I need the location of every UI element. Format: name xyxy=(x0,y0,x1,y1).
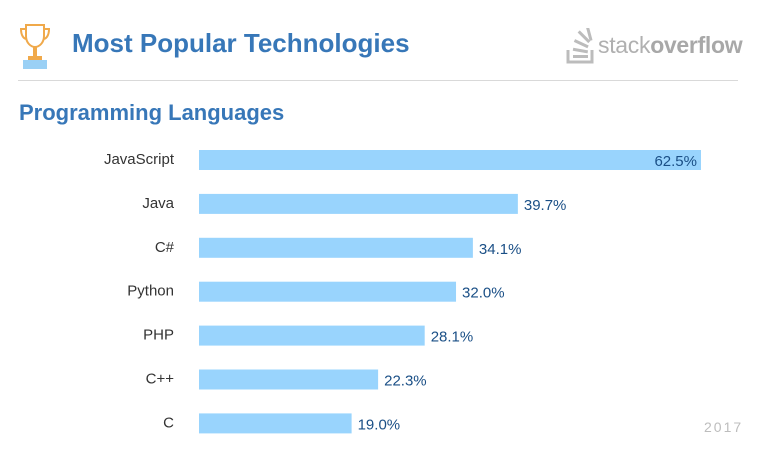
stackoverflow-icon xyxy=(566,28,594,64)
category-label-java: Java xyxy=(142,195,174,212)
value-label-python: 32.0% xyxy=(462,285,505,302)
bar-java xyxy=(199,193,518,214)
value-label-c: 19.0% xyxy=(358,416,401,433)
page-title: Most Popular Technologies xyxy=(72,28,410,58)
category-label-c: C xyxy=(163,414,174,431)
stackoverflow-logo: stackoverflow xyxy=(566,28,756,64)
value-label-php: 28.1% xyxy=(431,329,474,346)
value-label-csharp: 34.1% xyxy=(479,241,522,258)
year-label: 2017 xyxy=(704,419,744,435)
section-title: Programming Languages xyxy=(19,100,285,125)
category-label-cpp: C++ xyxy=(146,371,175,388)
bar-javascript xyxy=(199,150,701,170)
bar-csharp xyxy=(199,237,473,258)
header: Most Popular Technologies stackoverflow xyxy=(0,0,769,82)
value-label-cpp: 22.3% xyxy=(384,373,427,390)
logo-text-bold: overflow xyxy=(650,32,743,58)
bar-cpp xyxy=(199,369,379,390)
value-label-javascript: 62.5% xyxy=(654,153,697,170)
header-divider xyxy=(18,80,738,81)
value-label-java: 39.7% xyxy=(524,197,567,214)
category-label-php: PHP xyxy=(143,327,174,344)
logo-text-regular: stack xyxy=(598,32,651,58)
category-label-csharp: C# xyxy=(155,239,175,256)
bar-python xyxy=(199,281,457,302)
category-label-javascript: JavaScript xyxy=(104,151,175,168)
bar-php xyxy=(199,325,425,346)
logo-text: stackoverflow xyxy=(598,32,743,59)
bar-c xyxy=(199,413,352,434)
category-label-python: Python xyxy=(127,283,174,300)
trophy-icon xyxy=(19,24,51,69)
